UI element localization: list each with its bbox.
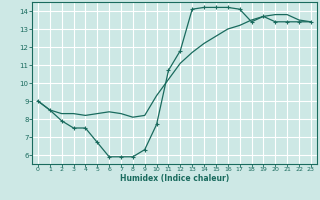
X-axis label: Humidex (Indice chaleur): Humidex (Indice chaleur): [120, 174, 229, 183]
